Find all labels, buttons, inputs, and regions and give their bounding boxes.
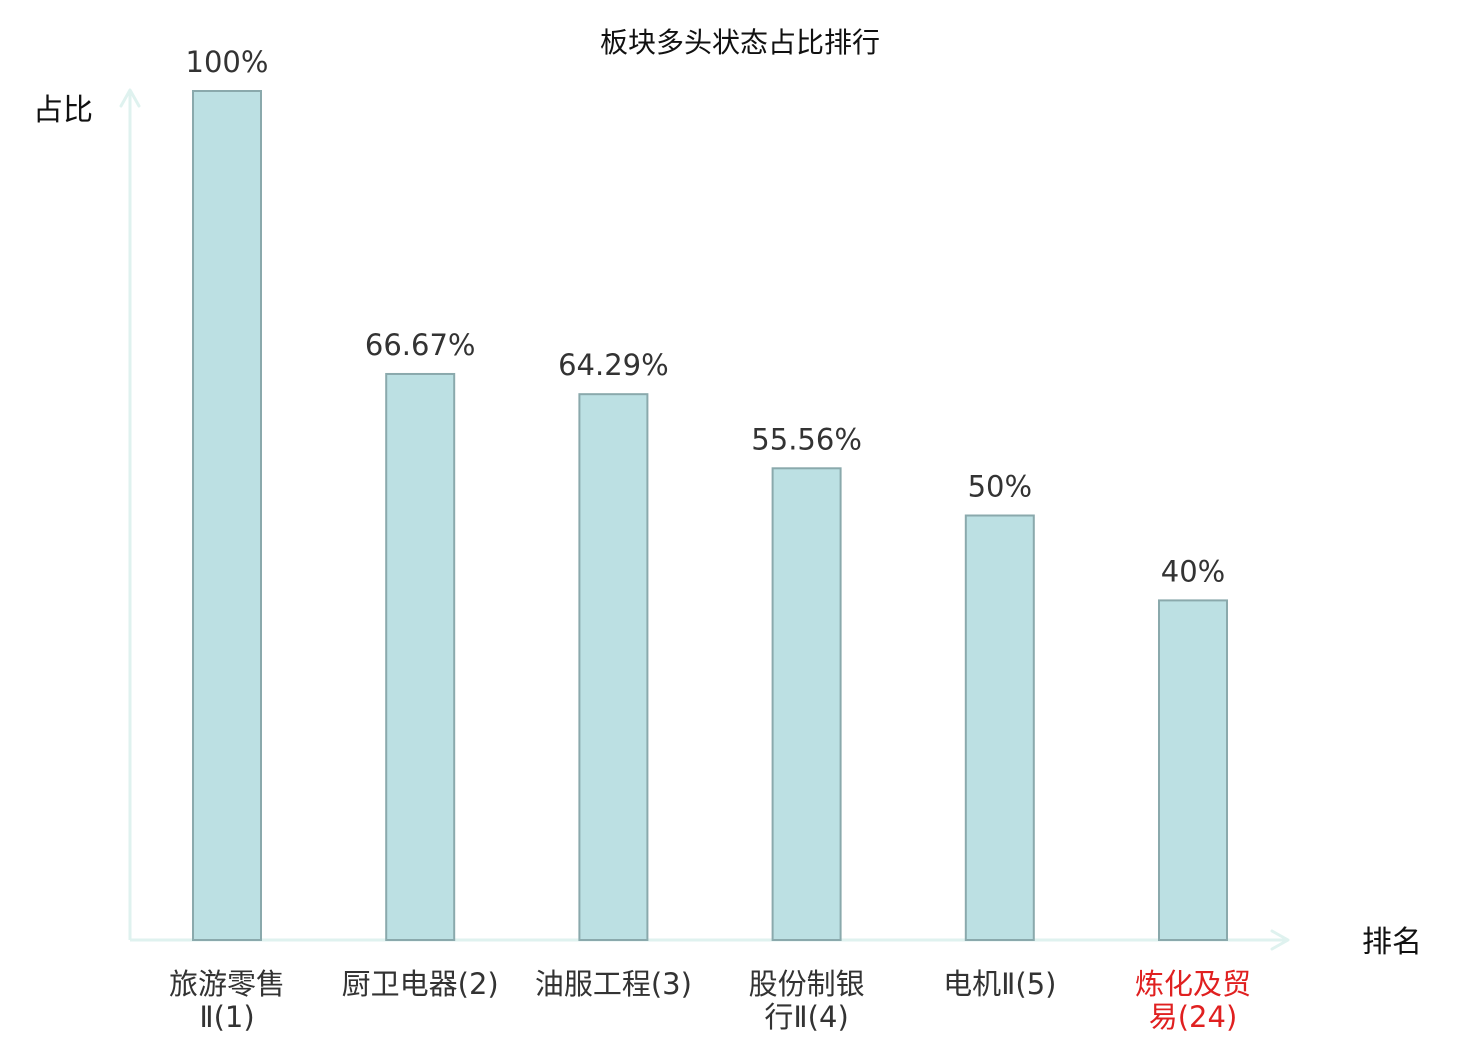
bar-value-label: 64.29% [558,348,669,382]
bar-value-label: 50% [968,470,1032,504]
chart-title: 板块多头状态占比排行 [600,26,880,59]
x-tick-label: 股份制银 [749,967,865,1001]
bar-value-label: 66.67% [365,328,476,362]
x-tick-label: 油服工程(3) [535,967,692,1001]
y-axis-label: 占比 [33,93,93,128]
x-tick-label: 厨卫电器(2) [342,967,499,1001]
x-tick-label: 电机Ⅱ(5) [943,967,1056,1001]
bar [385,372,456,942]
bar-value-label: 55.56% [751,422,862,456]
x-tick-label: 行Ⅱ(4) [764,1000,848,1034]
x-tick-label: Ⅱ(1) [199,1000,254,1034]
x-axis-label: 排名 [1362,925,1422,960]
bar-value-label: 40% [1161,554,1225,588]
bar [192,90,262,941]
x-tick-label: 炼化及贸 [1135,967,1251,1001]
bar [1158,599,1228,942]
x-axis-arrow [1270,929,1290,951]
x-tick-label: 旅游零售 [169,967,285,1001]
bar-value-label: 100% [186,45,269,79]
bar [578,393,649,941]
y-axis-arrow [119,88,141,108]
x-tick-label: 易(24) [1149,1000,1238,1034]
bar [964,514,1035,941]
bar [771,467,842,941]
